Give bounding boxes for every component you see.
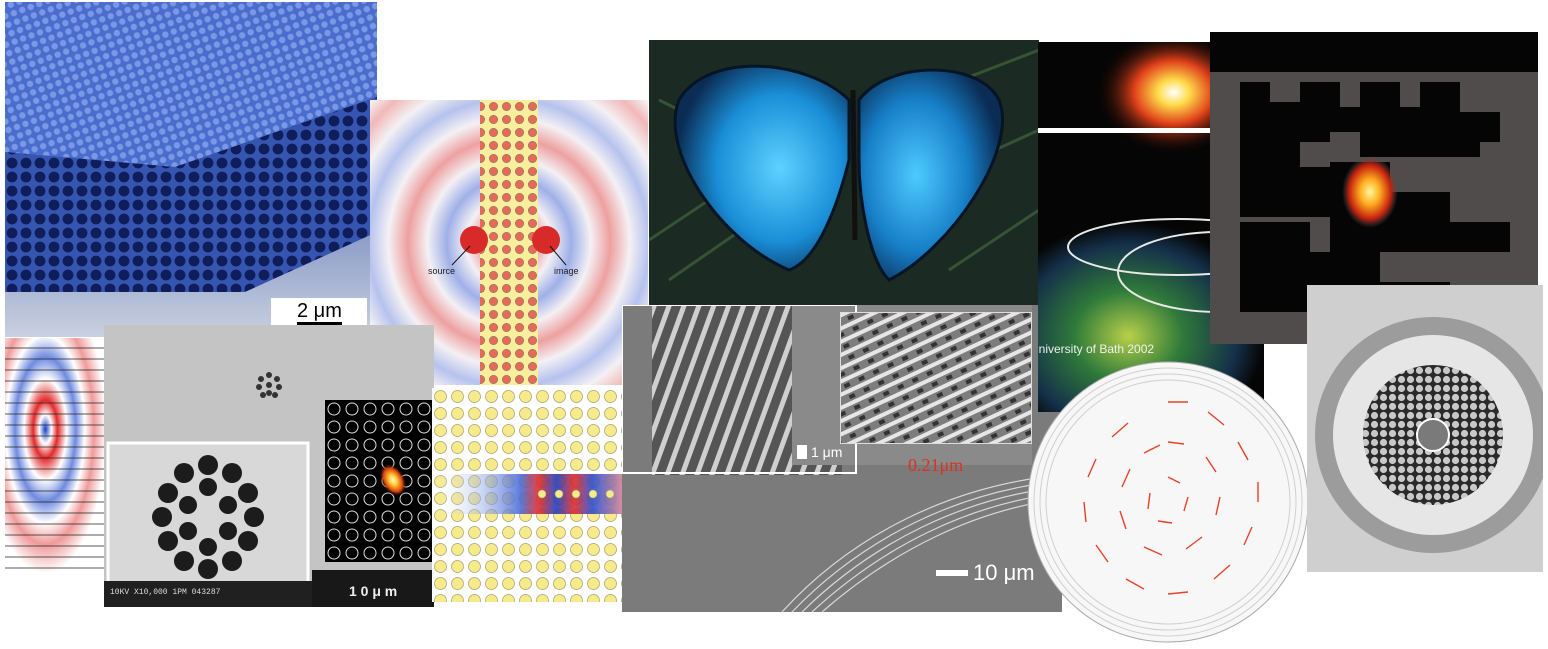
morpho-butterfly-photo — [649, 40, 1039, 306]
measure-label: 0.21μm — [908, 455, 964, 475]
crystal-lens-field: source image — [370, 100, 648, 385]
opal-sem-image: 2 μm — [5, 2, 377, 337]
multilayer-wave-field — [5, 338, 106, 578]
fiber-sem-footer: 10KV X10,000 1PM 043287 — [110, 588, 221, 597]
source-label: source — [428, 266, 456, 276]
ridge-scale-label: 10 μm — [973, 560, 1035, 585]
opal-scale-label: 2 μm — [297, 300, 342, 325]
bragg-fiber-vector-field — [1026, 357, 1311, 647]
fiber-sem-scale-label: 1 0 μ m — [349, 583, 398, 599]
ridge-small-scale-label: 1 μm — [797, 445, 842, 459]
image-label: image — [554, 266, 579, 276]
wing-scale-inset-sem — [840, 312, 1032, 444]
bath-caption: University of Bath 2002 — [1038, 342, 1155, 356]
hollow-core-fiber-sem — [1307, 285, 1543, 572]
